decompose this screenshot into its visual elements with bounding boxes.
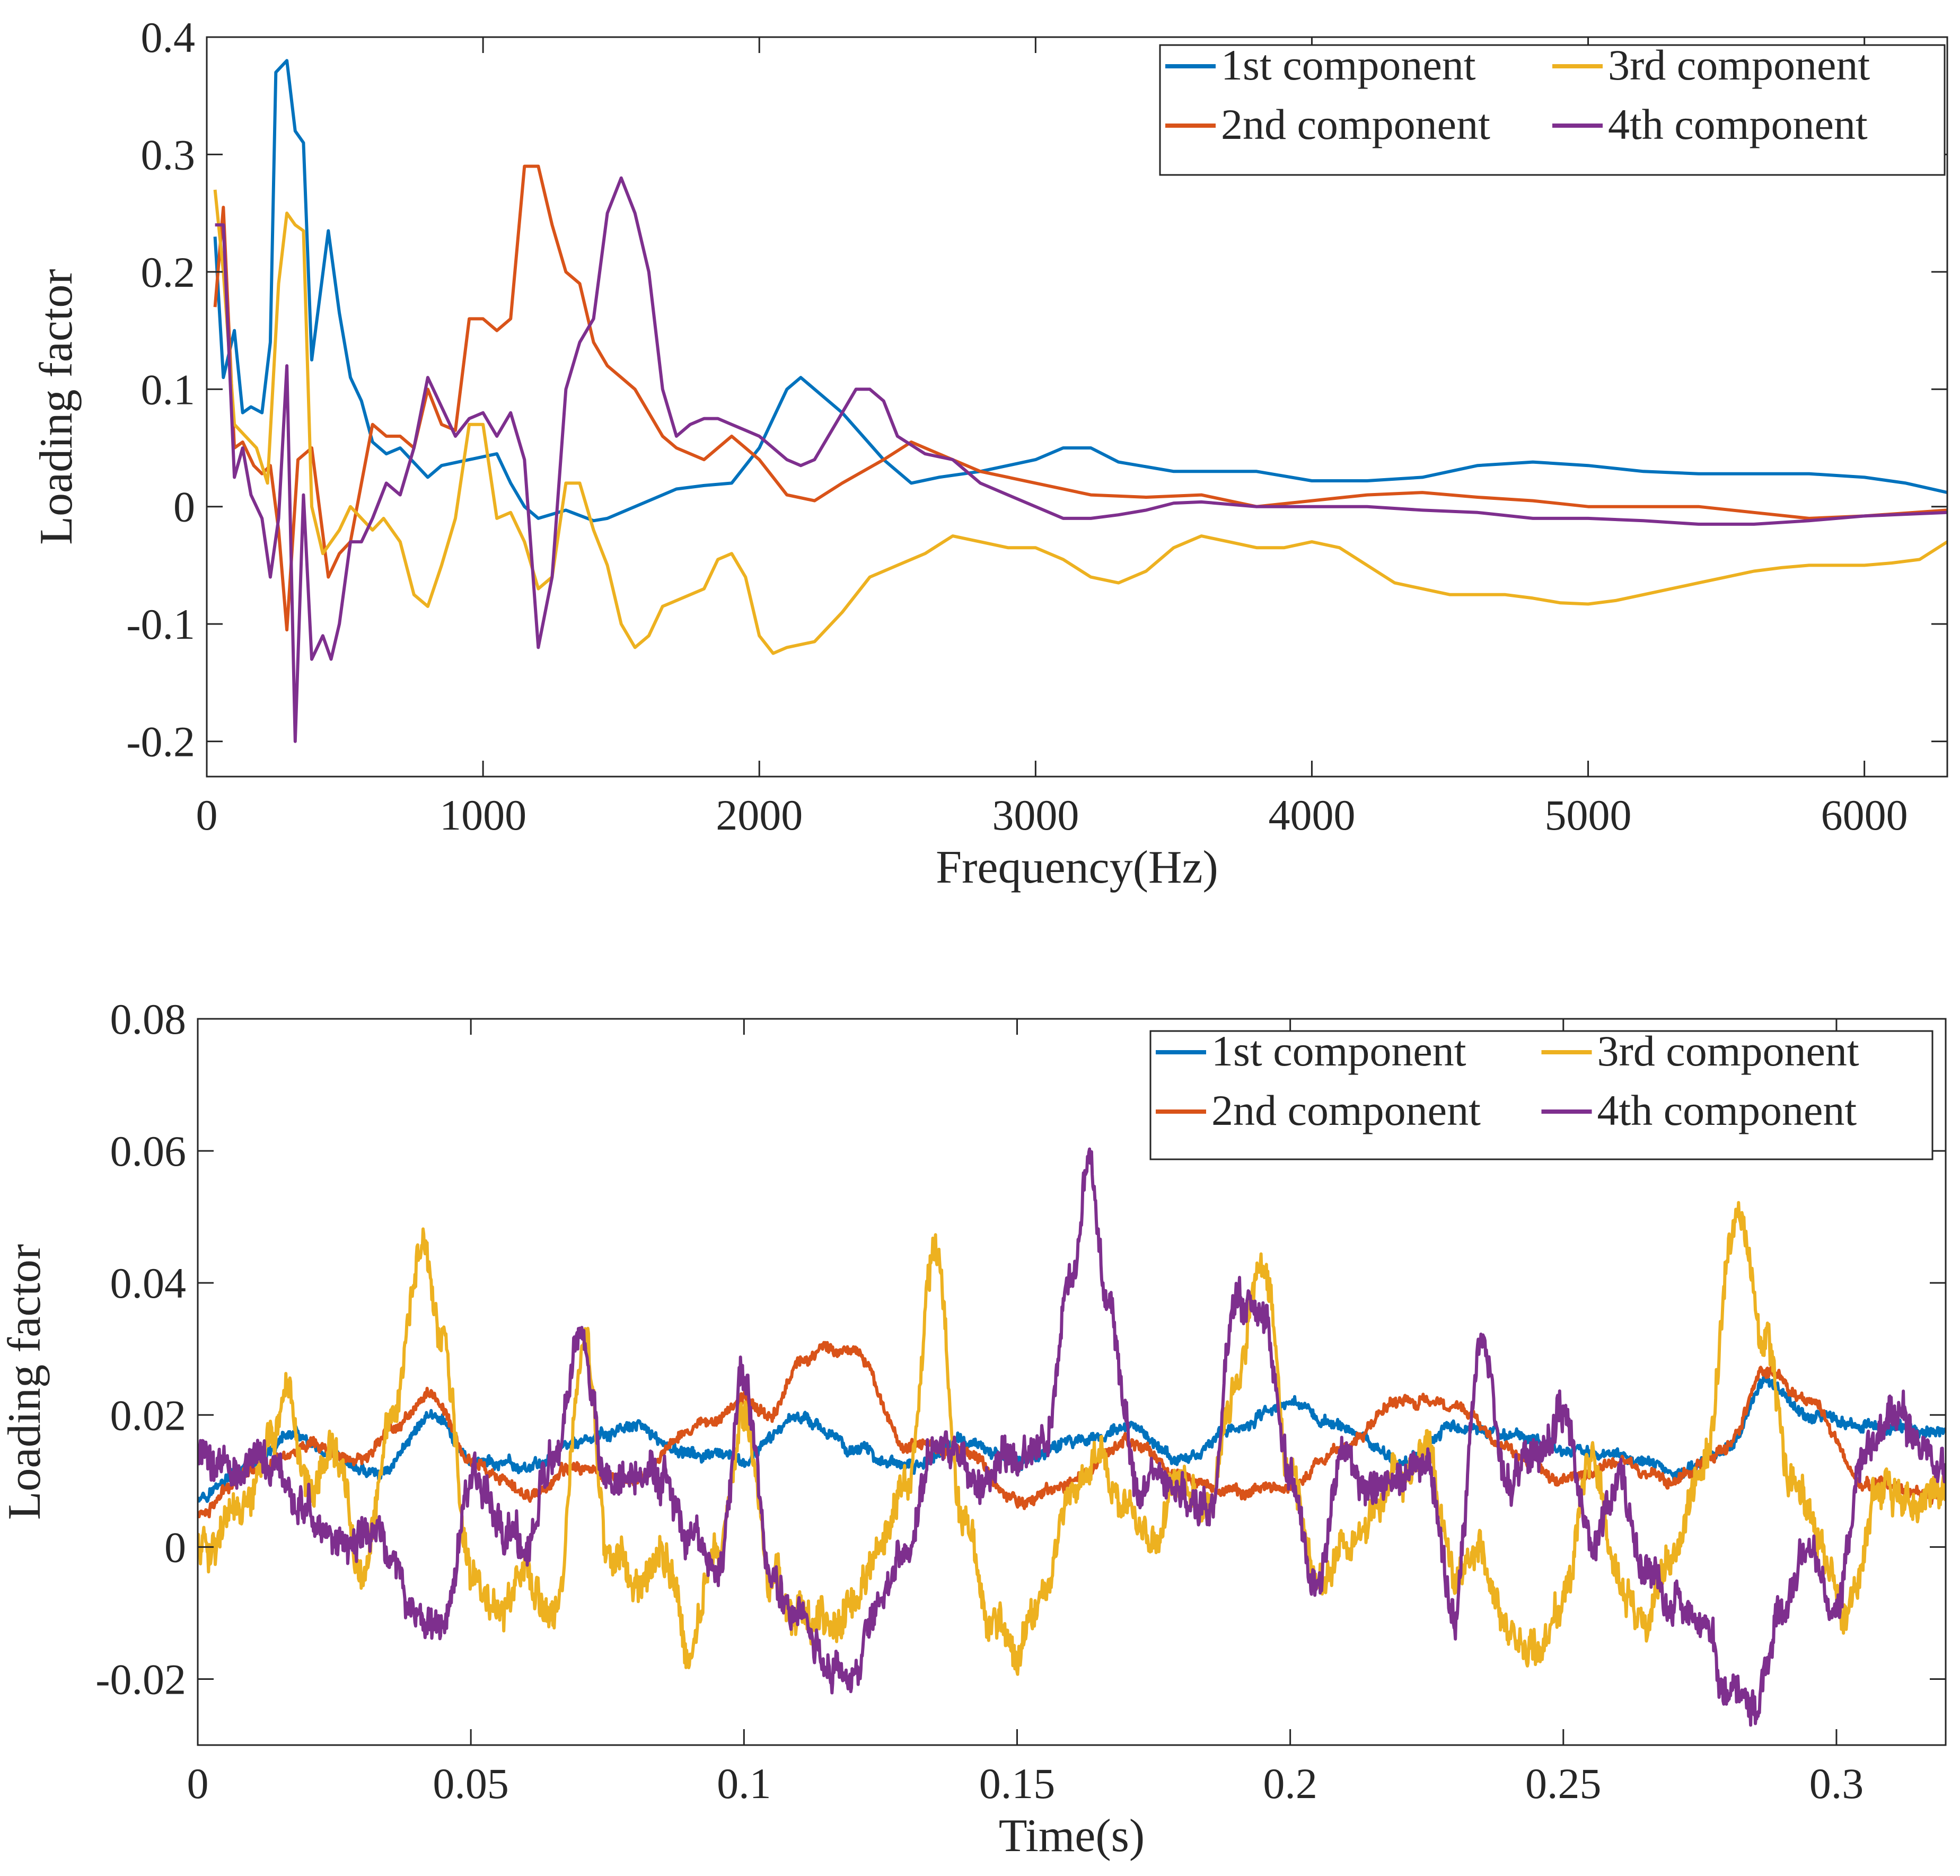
y-tick-label: 0.4 — [141, 13, 196, 61]
series-line-1 — [198, 1373, 1946, 1503]
y-tick-label: 0 — [173, 483, 195, 531]
y-axis-label: Loading factor — [0, 1244, 50, 1520]
x-axis-label: Frequency(Hz) — [936, 842, 1218, 893]
y-tick-label: 0.2 — [141, 248, 196, 296]
series-group — [198, 1147, 1946, 1727]
chart-1: 0 1000 2000 3000 4000 5000 6000 -0.2 -0.1 0 0.1 0.2… — [31, 13, 1948, 893]
x-tick-label: 0.15 — [979, 1759, 1056, 1808]
legend-entry-4: 4th component — [1597, 1086, 1857, 1134]
x-tick-label: 0.05 — [433, 1759, 509, 1808]
series-line-4 — [215, 176, 1947, 743]
legend-entry-3: 3rd component — [1608, 41, 1870, 89]
series-line-3 — [198, 1201, 1946, 1676]
x-tick-label: 0.3 — [1809, 1759, 1864, 1808]
legend-entry-2: 2nd component — [1211, 1086, 1481, 1134]
x-tick-label: 0 — [187, 1759, 209, 1808]
y-axis-label: Loading factor — [31, 269, 82, 544]
series-line-1 — [213, 59, 1947, 523]
x-tick-label: 2000 — [716, 791, 803, 839]
x-tick-label: 3000 — [992, 791, 1079, 839]
y-tick-label: -0.1 — [126, 600, 195, 648]
legend: 1st component 3rd component 2nd component 4… — [1149, 1027, 1933, 1160]
series-group — [213, 59, 1947, 743]
plot-area-frame — [197, 1018, 1947, 1746]
y-tick-label: 0 — [164, 1523, 186, 1571]
series-line-2 — [213, 164, 1947, 632]
y-tick-label: 0.08 — [110, 995, 187, 1043]
legend-entry-4: 4th component — [1608, 100, 1868, 148]
x-tick-label: 1000 — [440, 791, 526, 839]
x-tick-label: 0.2 — [1263, 1759, 1317, 1808]
y-tick-label: 0.1 — [141, 365, 196, 413]
legend-entry-3: 3rd component — [1597, 1027, 1859, 1075]
y-tick-label: -0.2 — [126, 718, 195, 766]
legend-entry-1: 1st component — [1211, 1027, 1466, 1075]
y-tick-label: 0.04 — [110, 1259, 187, 1307]
legend-entry-1: 1st component — [1221, 41, 1476, 89]
series-line-4 — [198, 1147, 1946, 1727]
y-tick-label: 0.3 — [141, 130, 196, 179]
x-tick-label: 5000 — [1545, 791, 1632, 839]
series-line-3 — [213, 189, 1947, 655]
x-tick-label: 0.1 — [717, 1759, 771, 1808]
plot-area-frame — [206, 36, 1948, 778]
x-tick-label: 6000 — [1821, 791, 1908, 839]
x-tick-label: 0 — [196, 791, 218, 839]
chart-2: 0 0.05 0.1 0.15 0.2 0.25 0.3 -0.02 0 0.02 0.04 0.06… — [0, 995, 1947, 1862]
legend: 1st component 3rd component 2nd component 4… — [1159, 41, 1946, 176]
legend-entry-2: 2nd component — [1221, 100, 1490, 148]
x-axis-label: Time(s) — [999, 1810, 1145, 1862]
y-tick-label: 0.06 — [110, 1127, 187, 1175]
x-tick-label: 4000 — [1268, 791, 1355, 839]
y-tick-label: 0.02 — [110, 1391, 187, 1439]
y-tick-label: -0.02 — [95, 1655, 186, 1703]
x-tick-label: 0.25 — [1525, 1759, 1602, 1808]
